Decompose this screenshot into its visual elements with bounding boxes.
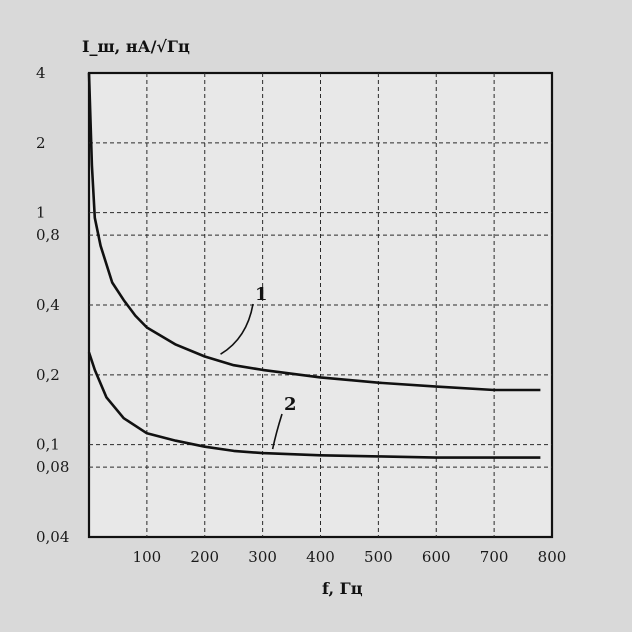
y-tick-label: 2 — [36, 134, 46, 152]
series-labels: 12 — [220, 284, 297, 450]
series-2-label: 2 — [284, 394, 297, 415]
y-tick-label: 0,4 — [36, 296, 60, 314]
x-tick-label: 300 — [248, 548, 277, 566]
series-1-leader — [220, 303, 254, 355]
x-tick-label: 200 — [190, 548, 219, 566]
series-2-line — [87, 351, 541, 459]
y-tick-label: 0,8 — [36, 226, 60, 244]
grid — [89, 73, 552, 537]
series-2-leader — [271, 413, 283, 450]
series-1-line — [87, 72, 541, 392]
y-tick-label: 4 — [36, 64, 46, 82]
y-tick-labels: 4 2 1 0,8 0,4 0,2 0,1 0,08 0,04 — [36, 64, 69, 546]
y-tick-label: 0,08 — [36, 458, 69, 476]
y-tick-label: 0,2 — [36, 366, 60, 384]
x-tick-labels: 100 200 300 400 500 600 700 800 — [133, 548, 567, 566]
series-1-label: 1 — [255, 284, 268, 305]
x-tick-label: 600 — [422, 548, 451, 566]
y-axis-label: I_ш, нА/√Гц — [82, 37, 190, 56]
series-curves — [87, 72, 541, 459]
x-tick-label: 400 — [306, 548, 335, 566]
x-tick-label: 500 — [364, 548, 393, 566]
x-tick-label: 100 — [133, 548, 162, 566]
x-axis-label: f, Гц — [322, 579, 363, 598]
y-tick-label: 0,1 — [36, 436, 60, 454]
y-tick-label: 1 — [36, 204, 46, 222]
x-tick-label: 700 — [480, 548, 509, 566]
y-tick-label: 0,04 — [36, 528, 69, 546]
x-tick-label: 800 — [538, 548, 567, 566]
